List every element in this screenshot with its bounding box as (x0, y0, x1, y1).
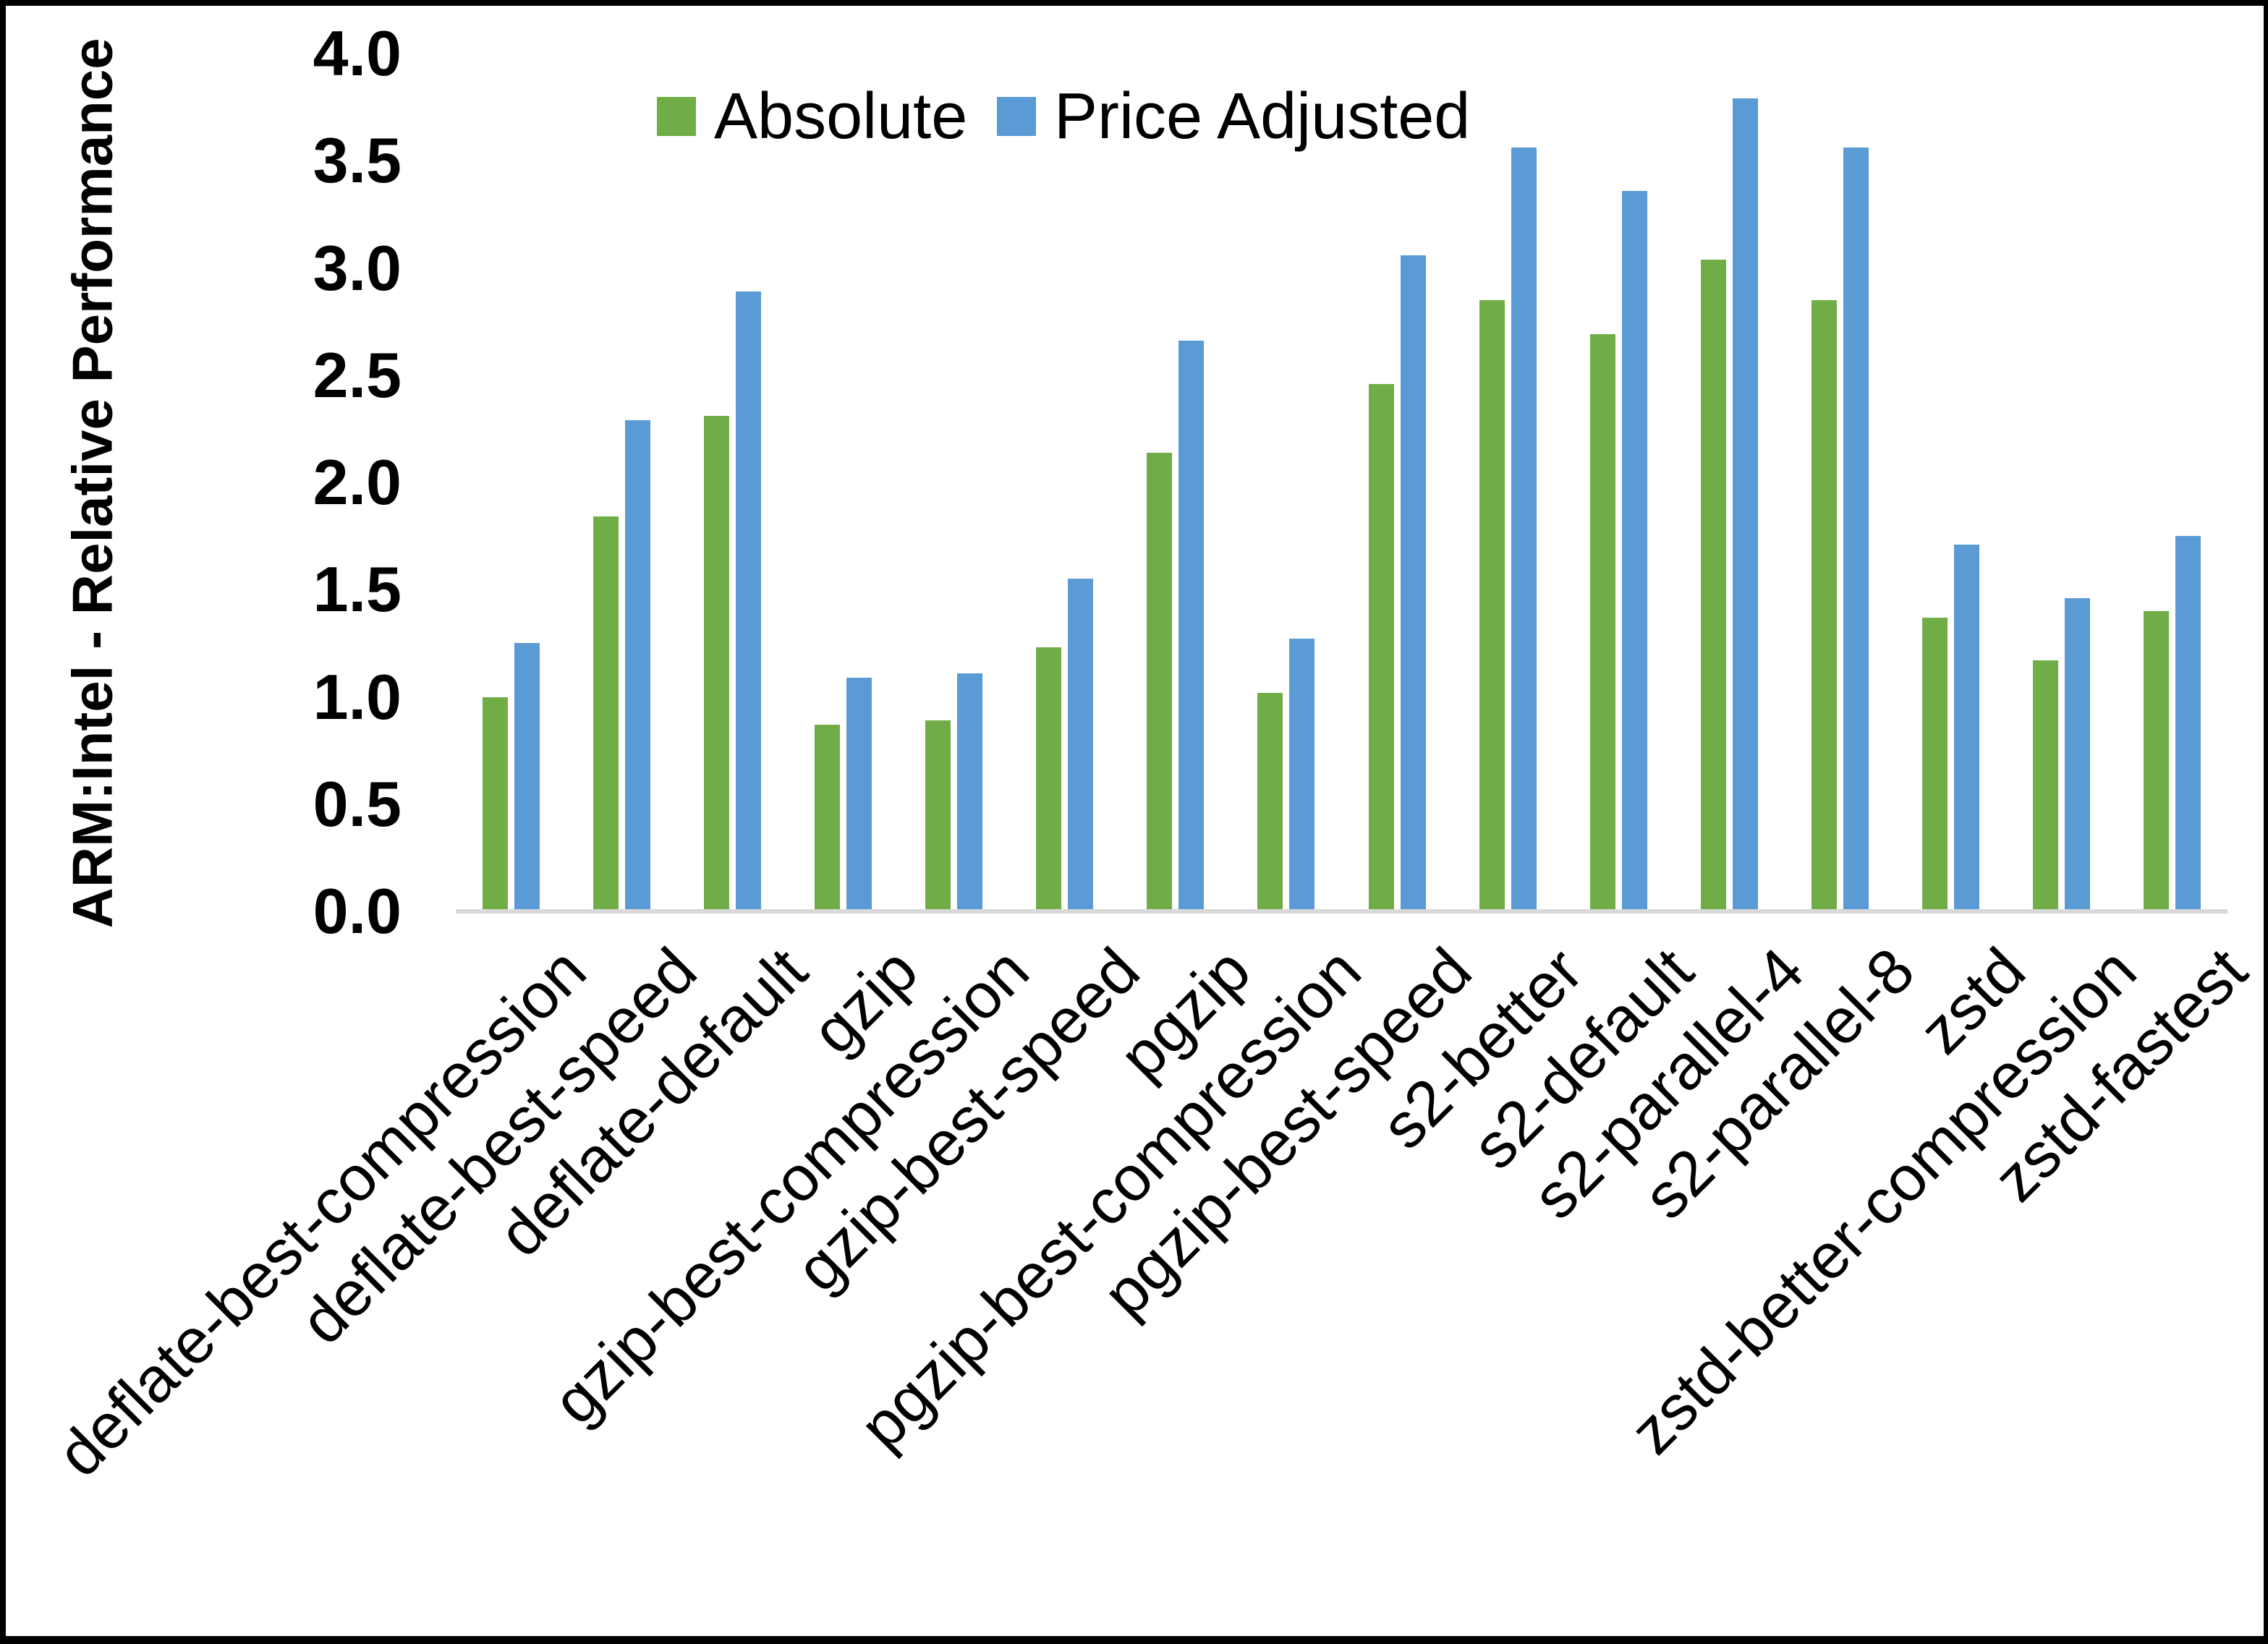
bar-absolute (1811, 299, 1837, 911)
bar-group (566, 54, 677, 911)
bar-group (1231, 54, 1341, 911)
bar-group (1674, 54, 1785, 911)
bar-group (1563, 54, 1674, 911)
bar-absolute (593, 516, 619, 911)
bar-absolute (2032, 660, 2058, 911)
bar-group (1009, 54, 1120, 911)
bar-price-adjusted (1289, 639, 1315, 911)
bar-group (677, 54, 788, 911)
bar-absolute (1257, 692, 1283, 911)
y-tick-label: 1.0 (313, 660, 402, 733)
bar-group (456, 54, 566, 911)
y-tick-label: 4.0 (313, 17, 402, 89)
bar-price-adjusted (625, 420, 651, 911)
bar-absolute (2143, 610, 2169, 911)
bar-price-adjusted (846, 677, 872, 911)
bar-price-adjusted (957, 673, 983, 911)
bar-absolute (1036, 647, 1062, 911)
y-tick-label: 0.5 (313, 767, 402, 840)
legend-swatch-absolute (657, 97, 696, 136)
bar-absolute (1589, 334, 1615, 911)
bar-group (1785, 54, 1895, 911)
bar-price-adjusted (1511, 148, 1537, 911)
plot-area (456, 54, 2227, 911)
y-tick-label: 0.0 (313, 875, 402, 947)
bar-price-adjusted (1953, 545, 1979, 911)
x-axis-line (456, 909, 2227, 913)
y-tick-label: 3.0 (313, 231, 402, 304)
bar-group (1453, 54, 1563, 911)
bar-absolute (704, 416, 730, 911)
bar-absolute (483, 697, 509, 911)
legend-swatch-price-adjusted (997, 97, 1036, 136)
bar-price-adjusted (736, 291, 762, 911)
bar-price-adjusted (1400, 255, 1426, 911)
bar-absolute (1147, 452, 1173, 911)
bar-group (1342, 54, 1453, 911)
bar-group (2006, 54, 2117, 911)
bar-absolute (925, 720, 951, 911)
bar-group (899, 54, 1009, 911)
bar-group (2117, 54, 2227, 911)
y-tick-label: 2.5 (313, 338, 402, 411)
bar-price-adjusted (514, 643, 540, 911)
bar-price-adjusted (1843, 148, 1869, 911)
y-tick-label: 1.5 (313, 553, 402, 626)
bar-price-adjusted (2064, 598, 2090, 911)
bar-price-adjusted (1732, 98, 1758, 911)
bar-price-adjusted (1068, 579, 1094, 911)
bar-price-adjusted (1621, 190, 1647, 911)
bar-absolute (1921, 617, 1948, 911)
bar-absolute (1368, 383, 1394, 911)
bar-absolute (1479, 299, 1505, 911)
bar-absolute (815, 725, 841, 911)
bar-absolute (1700, 259, 1726, 911)
bar-group (788, 54, 899, 911)
y-tick-label: 3.5 (313, 124, 402, 197)
y-tick-label: 2.0 (313, 446, 402, 518)
bar-group (1120, 54, 1231, 911)
bar-price-adjusted (2175, 536, 2201, 911)
bar-price-adjusted (1178, 341, 1205, 911)
y-axis-title: ARM:Intel - Relative Performance (60, 38, 124, 929)
bar-group (1895, 54, 2006, 911)
